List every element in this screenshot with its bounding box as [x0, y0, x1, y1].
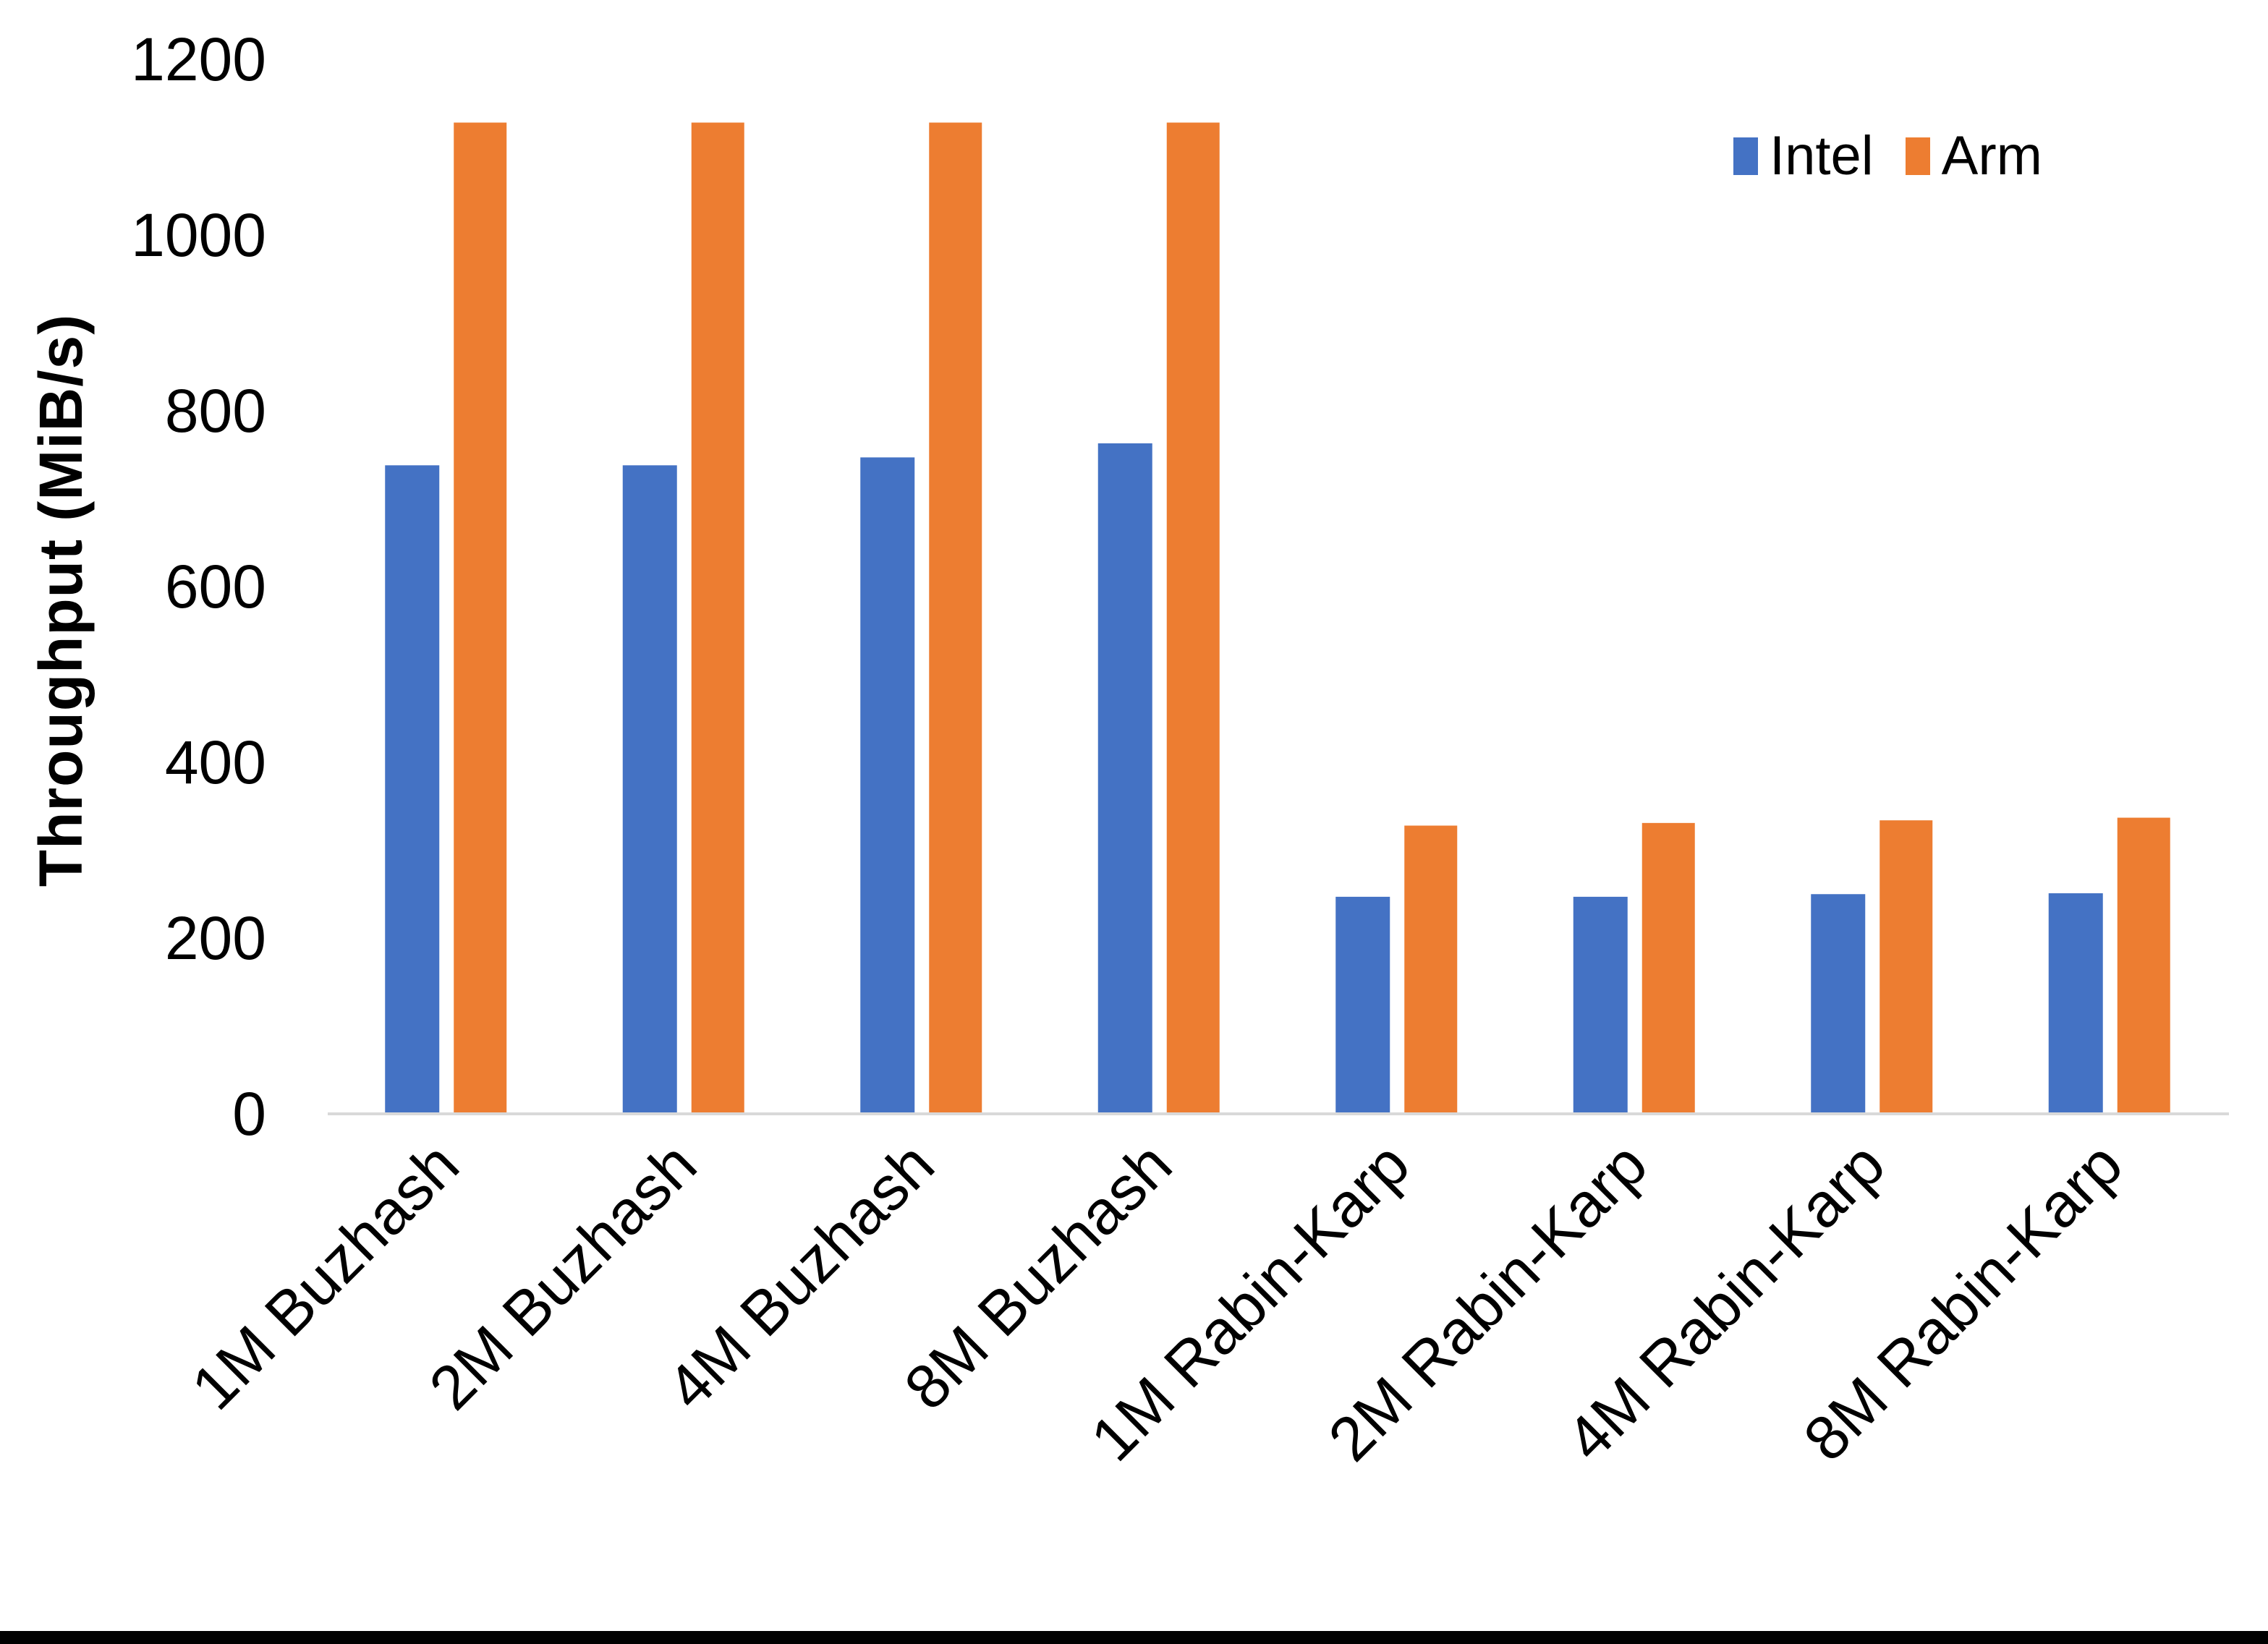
legend-swatch-arm-icon [1905, 137, 1930, 175]
bar-intel-0 [385, 465, 440, 1114]
bar-arm-7 [2117, 817, 2170, 1114]
bar-arm-2 [929, 122, 982, 1115]
bar-intel-2 [860, 457, 915, 1114]
legend: Intel Arm [1733, 124, 2042, 187]
y-tick-label-0: 0 [232, 1080, 266, 1148]
y-tick-label-200: 200 [165, 904, 266, 972]
bar-arm-4 [1404, 825, 1458, 1114]
bar-arm-0 [454, 122, 507, 1115]
bar-intel-3 [1097, 443, 1152, 1114]
bar-intel-6 [1811, 894, 1866, 1114]
bar-arm-5 [1641, 822, 1695, 1114]
legend-label-arm: Arm [1941, 125, 2042, 187]
legend-item-intel: Intel [1733, 124, 1874, 187]
legend-item-arm: Arm [1905, 124, 2042, 187]
bar-arm-6 [1880, 820, 1933, 1114]
y-tick-label-800: 800 [165, 377, 266, 445]
bar-intel-4 [1335, 896, 1390, 1114]
legend-label-intel: Intel [1770, 125, 1874, 187]
bar-intel-5 [1573, 896, 1628, 1114]
y-tick-label-400: 400 [165, 728, 266, 796]
bar-intel-7 [2048, 893, 2103, 1114]
bottom-border-bar [0, 1631, 2268, 1644]
y-tick-label-1200: 1200 [131, 25, 266, 93]
bar-arm-1 [691, 122, 744, 1115]
y-tick-label-600: 600 [165, 553, 266, 621]
bar-intel-1 [622, 465, 677, 1114]
y-tick-label-1000: 1000 [131, 201, 266, 269]
legend-swatch-intel-icon [1733, 137, 1758, 175]
bar-arm-3 [1166, 122, 1220, 1115]
